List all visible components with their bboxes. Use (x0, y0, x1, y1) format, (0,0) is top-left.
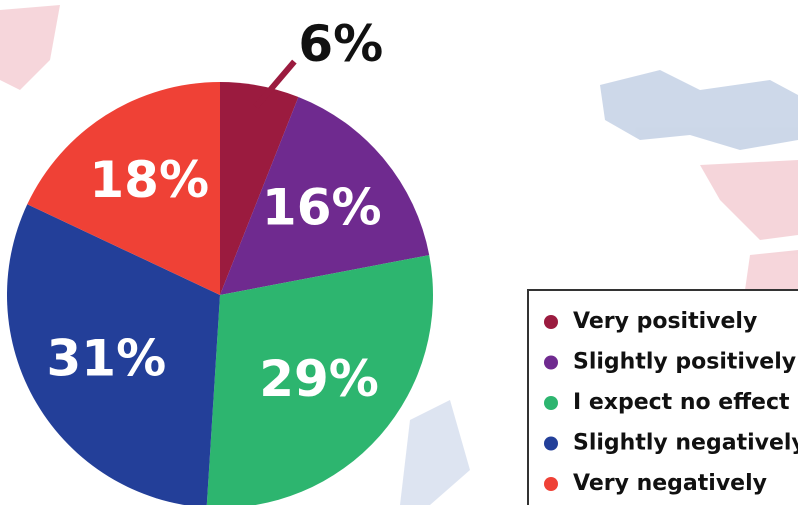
pie-slice (220, 96, 430, 295)
legend-label: Slightly positively (573, 350, 796, 375)
legend-marker (544, 315, 558, 329)
legend-marker (544, 477, 558, 491)
pie-slice (220, 82, 299, 295)
legend-label: Very negatively (573, 471, 767, 496)
slice-label: 29% (259, 350, 379, 408)
slice-label: 18% (89, 151, 209, 209)
pie-slice (27, 82, 221, 295)
legend-label: Very positively (573, 309, 757, 334)
legend-label: Slightly negatively (573, 431, 798, 456)
legend-marker (544, 436, 558, 451)
pie-slice (206, 255, 433, 505)
legend-box (527, 289, 798, 505)
pie-slice (7, 204, 220, 505)
slice-label: 16% (262, 178, 382, 236)
leader-line (253, 59, 297, 109)
slice-label: 6% (298, 15, 383, 73)
background-map (0, 5, 798, 505)
legend-label: I expect no effect (573, 390, 790, 415)
legend-marker (544, 396, 558, 410)
slice-label: 31% (46, 330, 166, 388)
legend-marker (544, 355, 558, 370)
